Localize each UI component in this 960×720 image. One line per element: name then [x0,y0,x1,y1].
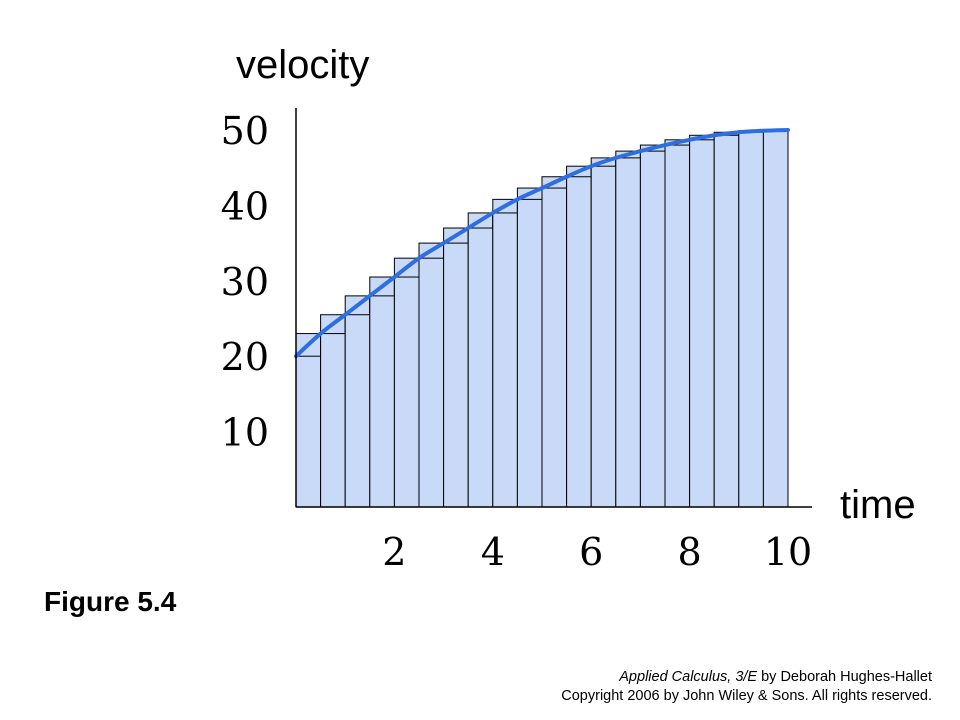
book-author: by Deborah Hughes-Hallet [757,669,932,685]
lower-bar-17 [689,139,715,508]
x-tick-label: 10 [764,530,812,574]
y-axis-label: velocity [236,43,369,87]
lower-bar-19 [738,131,764,508]
lower-bar-8 [467,227,494,508]
lower-bar-16 [664,144,691,508]
x-tick-label: 6 [579,530,603,574]
figure-caption: Figure 5.4 [44,586,177,617]
y-tick-label: 40 [221,184,269,228]
y-tick-label: 10 [221,411,269,455]
lower-bar-18 [713,134,740,508]
x-tick-labels: 2 4 6 8 10 [382,530,812,574]
x-tick-label: 4 [481,530,505,574]
lower-bar-6 [418,257,445,508]
lower-bar-2 [320,333,346,508]
lower-bar-4 [369,295,395,508]
lower-bar-1 [295,355,322,508]
lower-bar-10 [516,198,543,508]
lower-bar-5 [393,276,420,508]
lower-bar-14 [615,157,641,508]
book-title: Applied Calculus, 3/E [619,669,758,685]
lower-bar-20 [762,130,789,508]
lower-bar-15 [639,150,666,508]
y-tick-label: 20 [221,335,269,379]
lower-bar-7 [443,242,469,508]
velocity-curve [294,128,790,359]
y-tick-labels: 10 20 30 40 50 [221,109,269,455]
lower-bar-11 [541,187,568,508]
lower-bar-9 [492,212,518,508]
lower-bar-13 [590,165,617,508]
copyright-credit: Applied Calculus, 3/E by Deborah Hughes-… [561,668,932,706]
copyright-line: Copyright 2006 by John Wiley & Sons. All… [561,688,932,704]
x-tick-label: 2 [382,530,406,574]
y-tick-label: 30 [221,260,269,304]
lower-bar-3 [344,314,371,508]
x-axis-label: time [840,483,916,527]
y-tick-label: 50 [221,109,269,153]
lower-bar-12 [566,176,592,508]
x-tick-label: 8 [678,530,702,574]
lower-bars [295,130,789,508]
